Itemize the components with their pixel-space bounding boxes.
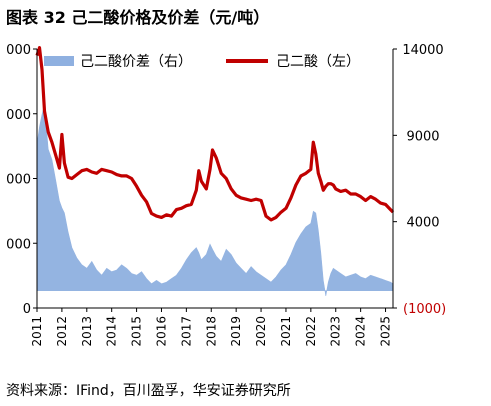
left-axis-tick-label: 000 bbox=[6, 43, 31, 58]
legend-label-spread: 己二酸价差（右） bbox=[80, 54, 192, 70]
legend-label-price: 己二酸（左） bbox=[276, 54, 360, 70]
left-axis-tick-label: 000 bbox=[6, 237, 31, 252]
x-axis-tick-label: 2025 bbox=[379, 316, 393, 347]
right-axis-tick-label: 14000 bbox=[402, 43, 443, 58]
x-axis-tick-label: 2021 bbox=[279, 316, 293, 347]
x-axis-tick-label: 2020 bbox=[254, 316, 268, 347]
x-axis-tick-label: 2012 bbox=[55, 316, 69, 347]
x-axis-tick-label: 2014 bbox=[105, 316, 119, 347]
left-axis-tick-label: 0 bbox=[23, 302, 31, 317]
right-axis-tick-label: 4000 bbox=[406, 216, 439, 231]
figure-source: 资料来源：IFind，百川盈孚，华安证券研究所 bbox=[6, 383, 291, 399]
spread-area-series bbox=[36, 104, 394, 296]
right-axis-tick-label: (1000) bbox=[403, 302, 446, 317]
x-axis-tick-label: 2022 bbox=[304, 316, 318, 347]
x-axis-tick-label: 2015 bbox=[130, 316, 144, 347]
x-axis-tick-label: 2011 bbox=[30, 316, 44, 347]
right-axis-tick-label: 9000 bbox=[406, 129, 439, 144]
left-axis-tick-label: 000 bbox=[6, 108, 31, 123]
x-axis-tick-label: 2023 bbox=[329, 316, 343, 347]
left-axis-tick-label: 000 bbox=[6, 173, 31, 188]
x-axis-tick-label: 2016 bbox=[154, 316, 168, 347]
figure-title: 图表 32 己二酸价格及价差（元/吨） bbox=[6, 8, 270, 27]
x-axis-tick-label: 2019 bbox=[229, 316, 243, 347]
legend-swatch-spread bbox=[44, 56, 74, 66]
x-axis-tick-label: 2018 bbox=[204, 316, 218, 347]
x-axis-tick-label: 2013 bbox=[80, 316, 94, 347]
price-line-series bbox=[35, 46, 395, 222]
x-axis-tick-label: 2024 bbox=[354, 316, 368, 347]
x-axis-tick-label: 2017 bbox=[179, 316, 193, 347]
